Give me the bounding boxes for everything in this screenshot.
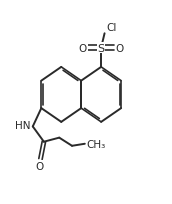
Text: CH₃: CH₃ bbox=[86, 139, 105, 149]
Text: O: O bbox=[79, 43, 87, 53]
Text: Cl: Cl bbox=[106, 23, 117, 33]
Text: HN: HN bbox=[15, 121, 31, 131]
Text: S: S bbox=[98, 43, 105, 53]
Text: O: O bbox=[35, 161, 44, 171]
Text: O: O bbox=[115, 43, 123, 53]
